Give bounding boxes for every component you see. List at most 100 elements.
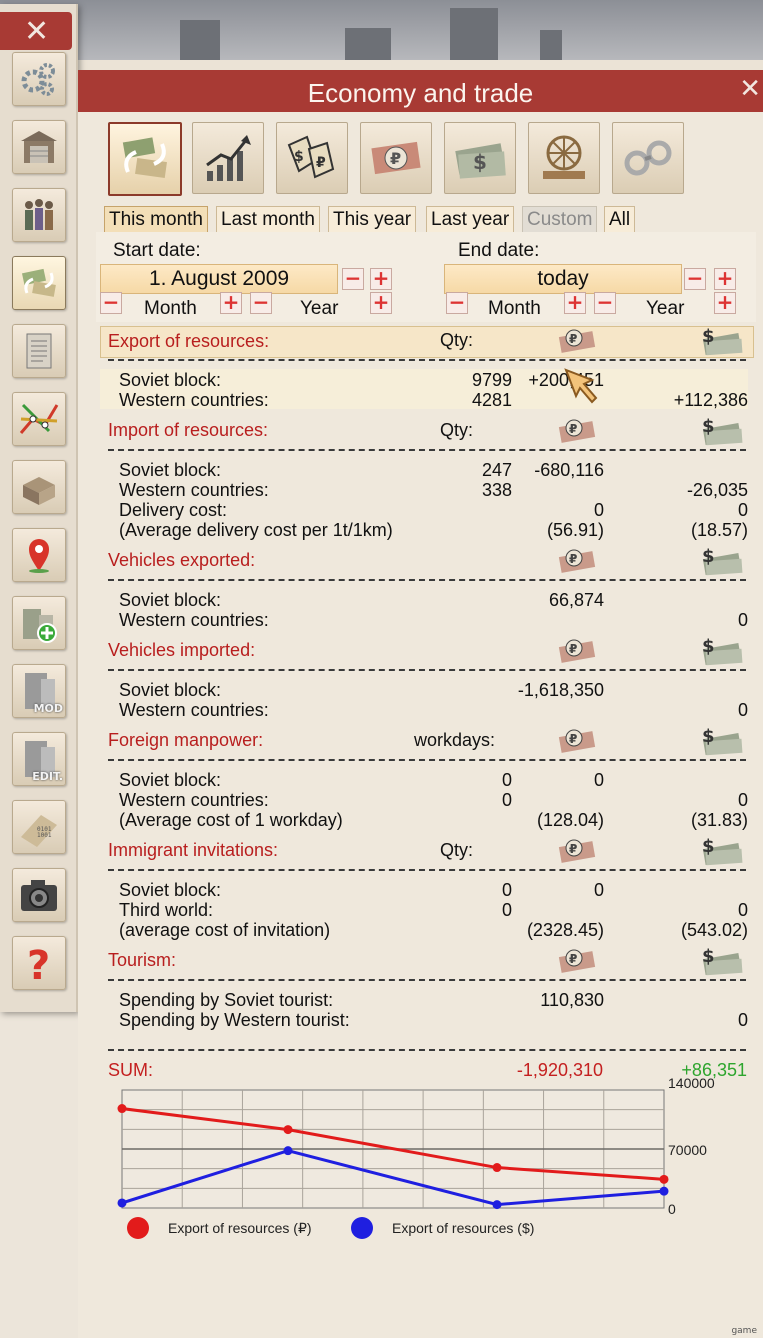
table-row: Western countries: 0 [108, 610, 748, 630]
row-label: Western countries: [119, 480, 269, 500]
start-date-label: Start date: [113, 240, 201, 261]
close-icon: ✕ [739, 74, 761, 104]
sidebar-item-trade[interactable] [12, 256, 66, 310]
period-custom-button[interactable]: Custom [522, 206, 598, 234]
table-row: (Average delivery cost per 1t/1km) (56.9… [108, 520, 748, 540]
row-usd-value: (543.02) [680, 920, 748, 940]
start-year-minus-button[interactable]: − [250, 292, 272, 314]
end-date-label: End date: [458, 240, 540, 261]
svg-text:₽: ₽ [390, 149, 401, 168]
period-all-button[interactable]: All [604, 206, 636, 234]
svg-text:₽: ₽ [569, 952, 577, 966]
edit-building-icon [25, 741, 55, 777]
legend-swatch-usd [351, 1217, 373, 1239]
end-date-day-plus-button[interactable]: + [714, 268, 736, 290]
start-month-minus-button[interactable]: − [100, 292, 122, 314]
help-icon: ? [27, 943, 50, 983]
tab-entertainment[interactable] [528, 122, 600, 194]
sidebar-item-help[interactable]: ? [12, 936, 66, 990]
mod-tag: MOD [33, 702, 63, 715]
import-qty-header: Qty: [440, 420, 474, 440]
section-title: Immigrant invitations: [108, 840, 279, 860]
row-qty: 4281 [471, 390, 512, 410]
trade-icon [21, 268, 56, 297]
table-row-highlight [100, 369, 748, 409]
ruble-icon: ₽ [558, 949, 596, 973]
section-title: Foreign manpower: [108, 730, 264, 750]
table-row: Western countries: 0 [108, 700, 748, 720]
sidebar-item-warehouse[interactable] [12, 120, 66, 174]
sidebar-item-screenshot[interactable] [12, 868, 66, 922]
tab-growth[interactable] [192, 122, 264, 194]
row-label: Third world: [119, 900, 214, 920]
table-row: (Average cost of 1 workday) (128.04) (31… [108, 810, 748, 830]
end-month-minus-button[interactable]: − [446, 292, 468, 314]
row-rub-value: 0 [593, 880, 604, 900]
tab-rubles[interactable]: ₽ [360, 122, 432, 194]
gear-icon [21, 63, 55, 96]
sidebar-item-locate[interactable] [12, 528, 66, 582]
period-last-year-button[interactable]: Last year [426, 206, 515, 234]
watermark: game [731, 1326, 757, 1336]
tab-crime[interactable] [612, 122, 684, 194]
ruble-icon: ₽ [558, 329, 596, 353]
divider [108, 869, 746, 871]
row-rub-value: (128.04) [536, 810, 604, 830]
start-year-plus-button[interactable]: + [370, 292, 392, 314]
start-date-day-minus-button[interactable]: − [342, 268, 364, 290]
row-rub-value: -1,618,350 [517, 680, 604, 700]
start-month-plus-button[interactable]: + [220, 292, 242, 314]
row-usd-value: 0 [737, 610, 748, 630]
row-usd-value: 0 [737, 900, 748, 920]
end-year-minus-button[interactable]: − [594, 292, 616, 314]
end-year-plus-button[interactable]: + [714, 292, 736, 314]
vehicles-exported-header: Vehicles exported: [100, 546, 740, 576]
close-window-button[interactable]: ✕ [739, 74, 761, 104]
ruble-icon: ₽ [558, 549, 596, 573]
money-exchange-icon [122, 137, 167, 179]
tab-dollars[interactable]: $ [444, 122, 516, 194]
row-qty: 338 [481, 480, 512, 500]
sidebar-item-mod[interactable]: MOD [12, 664, 66, 718]
close-icon: ✕ [24, 14, 50, 49]
start-date-day-plus-button[interactable]: + [370, 268, 392, 290]
sidebar-close-button[interactable]: ✕ [0, 12, 72, 50]
tab-prices[interactable]: $ ₽ [276, 122, 348, 194]
import-resources-header: Import of resources: [100, 416, 740, 446]
end-date-field[interactable]: today [444, 264, 682, 294]
fair-wheel-icon [543, 135, 585, 179]
price-tags-icon: $ ₽ [287, 135, 335, 179]
sidebar-item-data[interactable]: 0101 1001 [12, 800, 66, 854]
map-pin-icon [29, 539, 49, 573]
tab-trade[interactable] [108, 122, 182, 196]
svg-text:$: $ [702, 946, 715, 967]
row-rub-value: (2328.45) [526, 920, 604, 940]
sidebar-item-settings[interactable] [12, 52, 66, 106]
window-titlebar: Economy and trade ✕ [78, 70, 763, 112]
end-year-label: Year [646, 298, 685, 319]
immigrant-qty-header: Qty: [440, 840, 474, 860]
row-rub-value: -680,116 [534, 460, 604, 480]
period-this-year-button[interactable]: This year [328, 206, 417, 234]
sidebar-item-buildings[interactable] [12, 460, 66, 514]
dollar-icon: $ [702, 546, 743, 576]
sidebar-item-population[interactable] [12, 188, 66, 242]
row-qty: 0 [501, 770, 512, 790]
period-last-month-button[interactable]: Last month [216, 206, 320, 234]
legend-swatch-rub [127, 1217, 149, 1239]
end-month-plus-button[interactable]: + [564, 292, 586, 314]
start-date-field[interactable]: 1. August 2009 [100, 264, 338, 294]
table-row: Spending by Soviet tourist: 110,830 [108, 990, 748, 1010]
row-label: Western countries: [119, 790, 269, 810]
sidebar-item-edit[interactable]: EDIT. [12, 732, 66, 786]
window-title: Economy and trade [307, 78, 534, 108]
vehicles-imported-header: Vehicles imported: [100, 636, 740, 666]
row-qty: 0 [501, 880, 512, 900]
period-this-month-button[interactable]: This month [104, 206, 208, 234]
end-date-day-minus-button[interactable]: − [684, 268, 706, 290]
sidebar-item-transport-map[interactable] [12, 392, 66, 446]
sidebar-item-documents[interactable] [12, 324, 66, 378]
sidebar-item-add-building[interactable] [12, 596, 66, 650]
table-row: (average cost of invitation) (2328.45) (… [108, 920, 748, 940]
divider [108, 669, 746, 671]
